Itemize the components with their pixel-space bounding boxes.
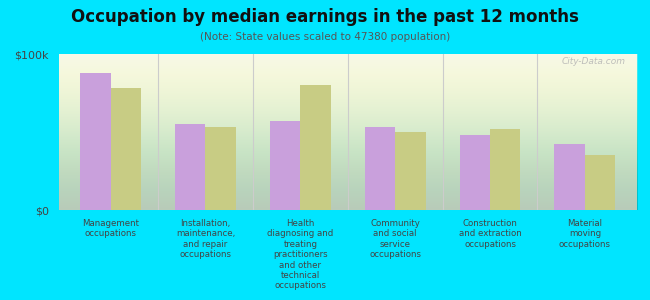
Bar [111,88,141,210]
Bar [490,129,521,210]
Text: (Note: State values scaled to 47380 population): (Note: State values scaled to 47380 popu… [200,32,450,41]
Bar [300,85,331,210]
Text: City-Data.com: City-Data.com [562,57,625,66]
Bar [205,127,236,210]
Bar [585,155,615,210]
Bar [554,145,585,210]
Text: Occupation by median earnings in the past 12 months: Occupation by median earnings in the pas… [71,8,579,26]
Bar [81,73,110,210]
Bar [460,135,490,210]
Bar [175,124,205,210]
Bar [365,127,395,210]
Bar [395,132,426,210]
Bar [270,121,300,210]
